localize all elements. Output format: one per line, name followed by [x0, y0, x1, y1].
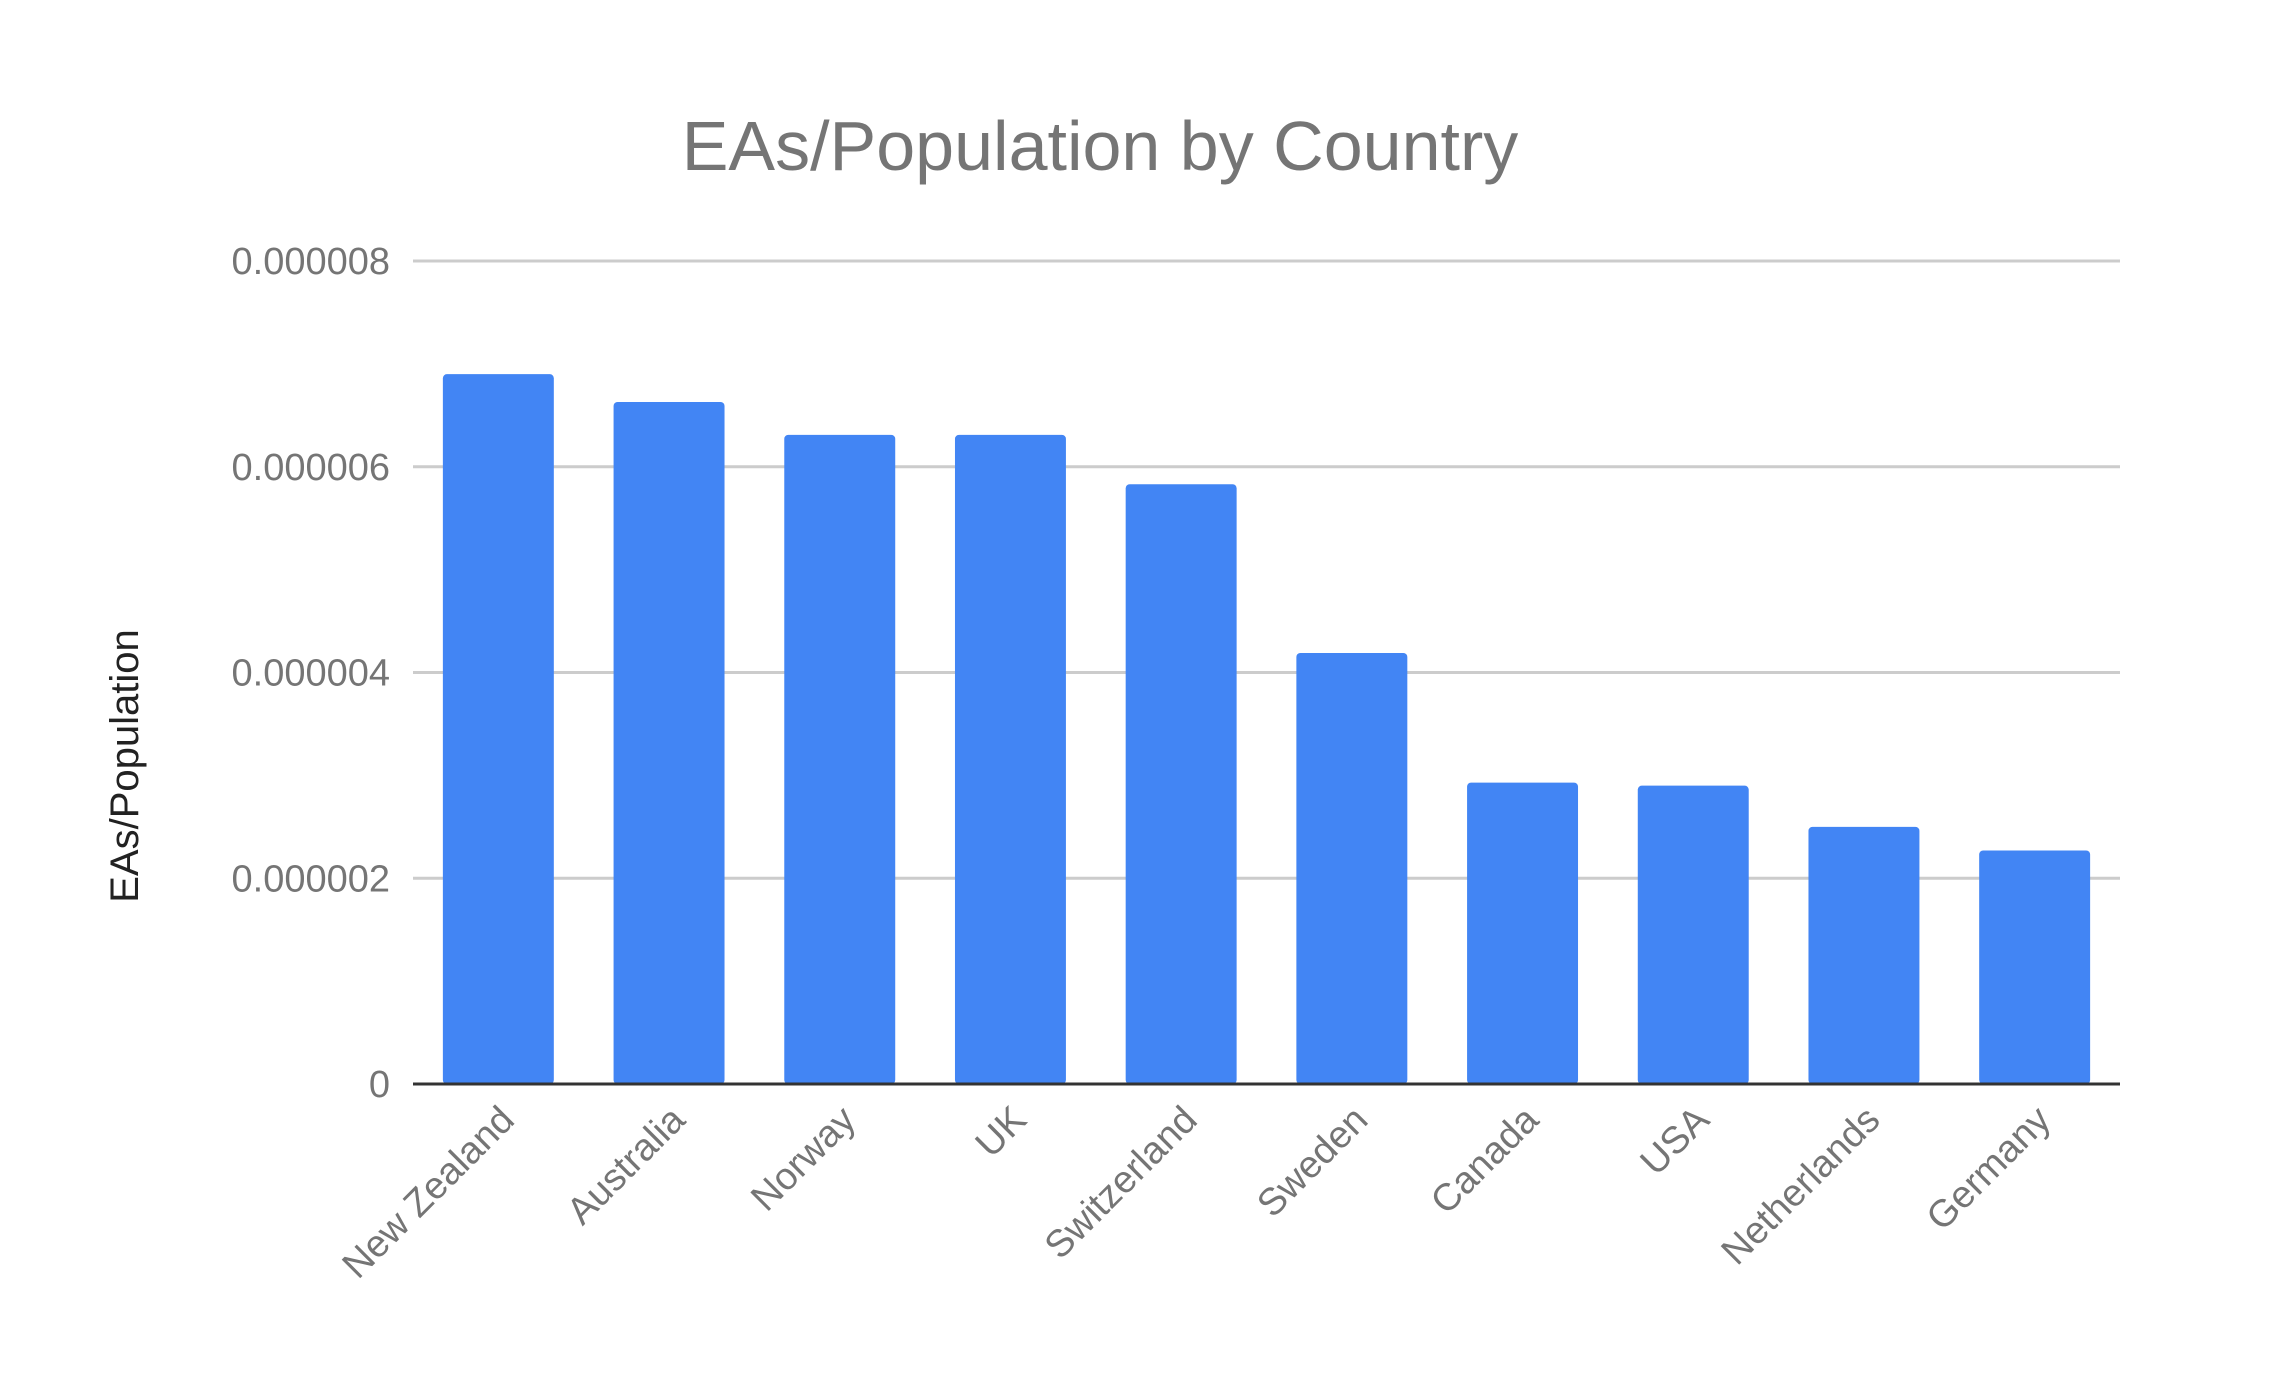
y-tick-label: 0.000006 [232, 447, 391, 489]
bar [1979, 850, 2091, 1084]
bars [442, 374, 2091, 1085]
bar [1296, 652, 1408, 1084]
x-tick-label: Australia [559, 1098, 694, 1233]
x-tick-label: Germany [1919, 1099, 2059, 1239]
bar [1467, 782, 1579, 1084]
y-tick-label: 0.000002 [232, 858, 391, 900]
chart-title: EAs/Population by Country [682, 107, 1519, 185]
bar [1808, 826, 1920, 1084]
x-tick-label: Sweden [1249, 1099, 1376, 1226]
bar [1637, 785, 1749, 1084]
bar [784, 434, 896, 1084]
y-tick-label: 0 [369, 1064, 390, 1106]
bar [954, 434, 1066, 1084]
x-tick-label: UK [968, 1099, 1035, 1166]
x-tick-label: Switzerland [1037, 1099, 1206, 1268]
x-tick-label: USA [1633, 1098, 1718, 1183]
y-tick-label: 0.000008 [232, 241, 391, 283]
y-axis-title: EAs/Population [103, 629, 147, 903]
x-axis-ticks: New Zealand Australia Norway UK Switzerland S… [335, 1098, 2059, 1287]
x-tick-label: Norway [743, 1099, 864, 1220]
x-tick-label: Canada [1423, 1098, 1547, 1222]
x-tick-label: Netherlands [1714, 1099, 1889, 1274]
y-axis-ticks: 0 0.000002 0.000004 0.000006 0.000008 [232, 241, 391, 1106]
x-tick-label: New Zealand [335, 1099, 523, 1287]
bar [613, 401, 725, 1085]
y-tick-label: 0.000004 [232, 653, 391, 695]
bar [1125, 484, 1237, 1084]
bar [442, 374, 554, 1085]
